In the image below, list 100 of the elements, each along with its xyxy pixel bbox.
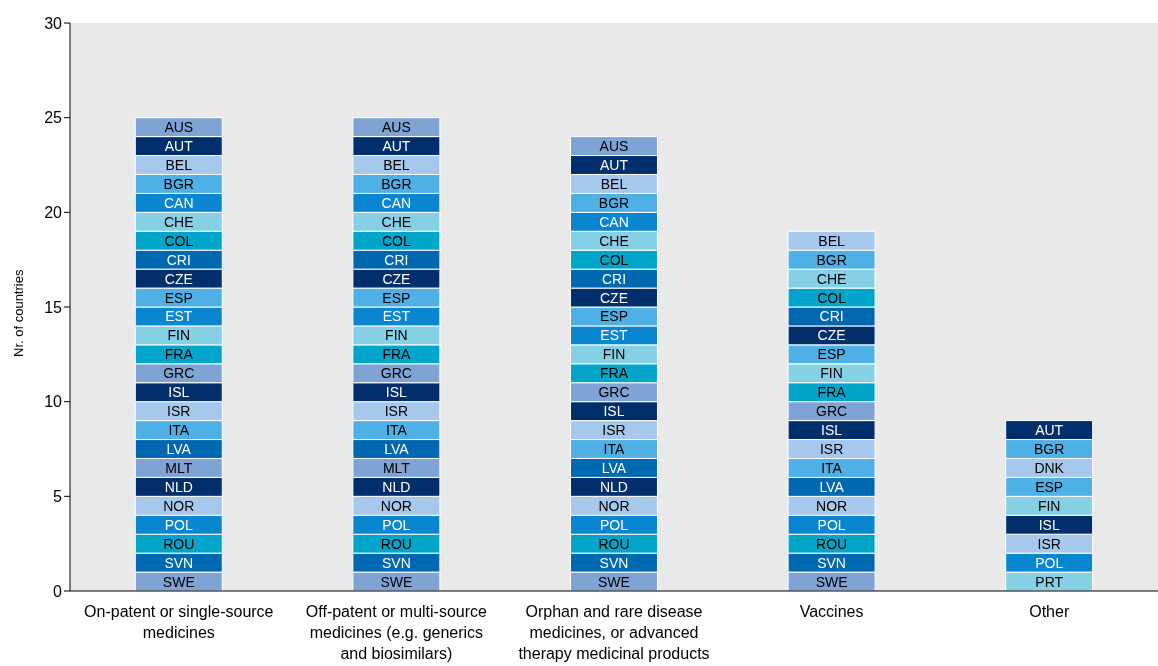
series-label: ISL [603, 403, 625, 420]
text: COL [817, 289, 846, 306]
text: POL [382, 516, 411, 533]
text: FRA [382, 346, 411, 363]
series-label: ESP [164, 289, 193, 306]
text: LVA [819, 478, 844, 495]
series-label: BGR [816, 251, 847, 268]
text: BGR [598, 194, 630, 211]
y-tick-label: 30 [44, 14, 63, 32]
text: SVN [381, 554, 411, 571]
text: ISR [819, 441, 844, 457]
series-label: EST [165, 308, 193, 325]
text: COL [381, 232, 411, 249]
text: POL [599, 516, 628, 533]
y-tick-label: 0 [53, 582, 63, 600]
series-label: DNK [1034, 459, 1065, 476]
text: ITA [603, 441, 625, 457]
series-label: LVA [601, 459, 627, 476]
text: ISR [602, 422, 626, 439]
text: ESP [599, 308, 628, 325]
text: MLT [382, 459, 410, 476]
series-label: CAN [164, 194, 194, 211]
series-label: ROU [163, 535, 195, 552]
text: SWE [815, 573, 848, 590]
text: CHE [164, 213, 194, 230]
text: CRI [601, 270, 627, 287]
x-tick-label: On-patent or single-source medicines [84, 603, 274, 641]
text: POL [1035, 554, 1064, 571]
text: CHE [816, 270, 847, 287]
text: CRI [819, 308, 844, 325]
text: NLD [599, 478, 628, 495]
text: GRC [380, 365, 412, 382]
series-label: CZE [599, 289, 628, 306]
text: CHE [381, 213, 412, 230]
text: CZE [817, 327, 846, 344]
text: BGR [163, 175, 194, 192]
series-label: ISR [167, 403, 191, 420]
text: ISL [821, 422, 843, 439]
series-label: SVN [164, 554, 194, 571]
text: CZE [382, 270, 411, 287]
series-label: CHE [599, 232, 629, 249]
text: ISL [168, 384, 190, 401]
text: SWE [380, 573, 413, 590]
y-tick-label: 5 [53, 488, 63, 506]
y-tick-label: 15 [44, 298, 63, 316]
text: GRC [163, 365, 195, 382]
series-label: ITA [168, 422, 190, 439]
text: ISR [384, 403, 409, 420]
text: AUT [599, 157, 628, 173]
series-label: BEL [818, 232, 846, 249]
text: ROU [816, 535, 848, 552]
series-label: NLD [164, 478, 193, 495]
text: FRA [817, 384, 846, 401]
text: ISL [385, 384, 407, 401]
text: LVA [166, 441, 191, 457]
series-label: FIN [602, 346, 626, 363]
text: AUT [382, 138, 411, 155]
text: ISL [1038, 516, 1060, 533]
series-label: NOR [163, 497, 195, 514]
text: CAN [381, 194, 412, 211]
text: EST [600, 327, 628, 344]
text: CZE [164, 270, 193, 287]
text: NOR [816, 497, 848, 514]
text: NOR [598, 497, 630, 514]
series-label: AUS [164, 119, 194, 136]
text: FIN [1037, 497, 1061, 514]
text: FIN [820, 365, 843, 382]
text: ISR [1037, 535, 1061, 552]
text: ESP [817, 346, 846, 363]
series-label: COL [164, 232, 194, 249]
text: AUT [164, 138, 193, 155]
text: LVA [384, 441, 409, 457]
series-label: POL [164, 516, 193, 533]
text: NLD [382, 478, 411, 495]
y-tick-label: 10 [44, 393, 63, 411]
text: BEL [165, 157, 193, 173]
y-axis-title: Nr. of countries [10, 269, 26, 357]
y-tick-label: 20 [44, 204, 63, 222]
text: AUS [381, 119, 411, 136]
text: CAN [599, 213, 629, 230]
text: AUS [599, 138, 629, 155]
text: ESP [1035, 478, 1064, 495]
text: ESP [382, 289, 411, 306]
y-tick-label: 25 [44, 109, 63, 127]
text: FIN [385, 327, 408, 344]
x-tick-label: Off-patent or multi-source medicines (e.g. generics and biosimilars) [305, 603, 488, 662]
x-tick-label: Other [1029, 603, 1070, 620]
text: COL [599, 251, 629, 268]
text: SVN [817, 554, 846, 571]
text: SVN [599, 554, 629, 571]
text: BGR [381, 175, 412, 192]
text: BEL [383, 157, 410, 173]
series-label: AUT [1035, 422, 1064, 439]
text: CRI [384, 251, 409, 268]
text: POL [817, 516, 846, 533]
series-label: GRC [816, 403, 848, 420]
text: FRA [599, 365, 628, 382]
x-tick-label: Vaccines [799, 603, 864, 620]
text: NOR [380, 497, 412, 514]
text: FIN [167, 327, 191, 344]
